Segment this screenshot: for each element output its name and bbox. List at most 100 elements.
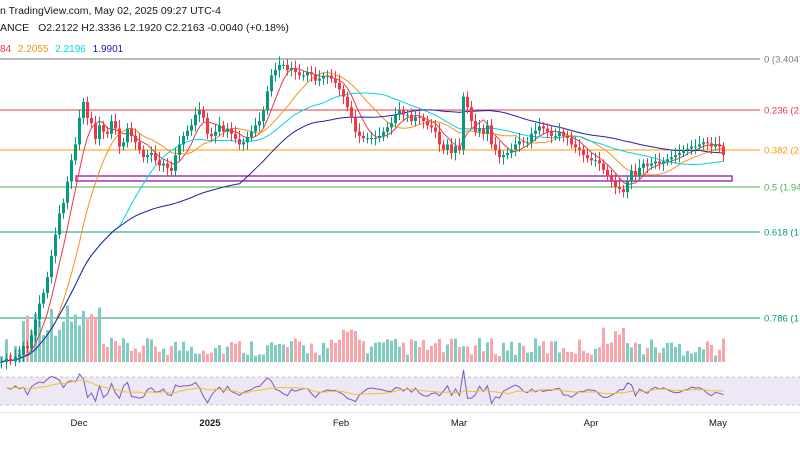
volume-bar <box>290 341 293 362</box>
candle-body <box>226 128 229 132</box>
rsi-band <box>0 377 800 405</box>
candle-body <box>258 121 261 126</box>
fib-label: 0.382 (2. <box>764 146 800 157</box>
candle <box>58 204 61 239</box>
candle <box>9 352 12 366</box>
candle <box>62 198 65 219</box>
volume-bar <box>74 314 77 362</box>
candle-body <box>466 96 469 108</box>
candle-body <box>362 135 365 139</box>
candle-body <box>506 152 509 156</box>
candle-body <box>102 125 105 132</box>
volume-bar <box>550 341 553 362</box>
candle <box>522 136 525 147</box>
volume-bar <box>5 339 8 362</box>
candle <box>66 176 69 210</box>
candle <box>170 161 173 176</box>
candle-body <box>138 142 141 150</box>
volume-bar <box>254 355 257 362</box>
volume-bar <box>322 342 325 362</box>
candle-body <box>434 127 437 132</box>
volume-bar <box>330 339 333 362</box>
candle <box>678 144 681 163</box>
candle-body <box>178 144 181 156</box>
candle-body <box>294 67 297 73</box>
volume-bar <box>382 342 385 362</box>
candle <box>422 113 425 129</box>
volume-bar <box>338 339 341 362</box>
volume-bar <box>546 353 549 362</box>
candle <box>198 101 201 123</box>
candle-body <box>270 75 273 92</box>
candle <box>350 100 353 124</box>
candle-body <box>514 144 517 150</box>
volume-bar <box>86 317 89 362</box>
candle-body <box>414 116 417 122</box>
candle-body <box>426 121 429 126</box>
candle <box>502 150 505 165</box>
candle-body <box>238 139 241 145</box>
candle <box>186 125 189 141</box>
candle-body <box>30 335 33 349</box>
candle-body <box>50 255 53 278</box>
x-label-apr: Apr <box>583 418 599 429</box>
candle-body <box>86 101 89 118</box>
candle <box>358 123 361 144</box>
candle-body <box>78 117 81 145</box>
volume-bar <box>102 343 105 362</box>
candle-body <box>286 64 289 71</box>
candle <box>634 163 637 181</box>
volume-bar <box>238 341 241 362</box>
fib-label: 0 (3.4047 <box>764 55 800 66</box>
candle <box>654 153 657 169</box>
candle <box>174 147 177 177</box>
candle-body <box>194 114 197 126</box>
candle <box>0 357 3 369</box>
volume-bar <box>158 351 161 362</box>
volume-bar <box>674 346 677 362</box>
candle <box>670 150 673 165</box>
ma-cyan-value: 2.2196 <box>55 44 86 55</box>
candle-body <box>154 152 157 161</box>
candle-body <box>606 169 609 177</box>
candle-body <box>618 186 621 189</box>
time-axis: Dec 2025 Feb Mar Apr May <box>0 412 800 454</box>
volume-bar <box>78 325 81 362</box>
rsi-line <box>6 369 724 405</box>
volume-bar <box>426 349 429 362</box>
candle-body <box>322 76 325 79</box>
candle <box>454 139 457 161</box>
volume-bar <box>414 340 417 362</box>
candle <box>158 151 161 171</box>
candle-body <box>586 155 589 159</box>
candle <box>694 139 697 154</box>
volume-bar <box>466 346 469 362</box>
volume-bar <box>686 350 689 362</box>
volume-bar <box>458 346 461 362</box>
candle <box>598 151 601 171</box>
volume-bar <box>226 346 229 362</box>
volume-bar <box>266 345 269 362</box>
candle <box>574 136 577 153</box>
volume-bar <box>182 341 185 362</box>
candle-body <box>490 125 493 145</box>
candle <box>50 249 53 284</box>
volume-bar <box>474 345 477 362</box>
candle <box>82 97 85 125</box>
volume-bar <box>358 339 361 362</box>
candle-body <box>446 144 449 150</box>
candle <box>510 143 513 159</box>
volume-bar <box>710 344 713 362</box>
candle <box>370 131 373 145</box>
volume-bar <box>722 338 725 362</box>
candle <box>498 141 501 164</box>
candle <box>298 63 301 80</box>
volume-bar <box>98 307 101 362</box>
candle-body <box>422 117 425 122</box>
candle <box>450 138 453 160</box>
candle-body <box>510 149 513 153</box>
candle <box>138 133 141 154</box>
candle-body <box>46 277 49 294</box>
candle <box>190 118 193 136</box>
